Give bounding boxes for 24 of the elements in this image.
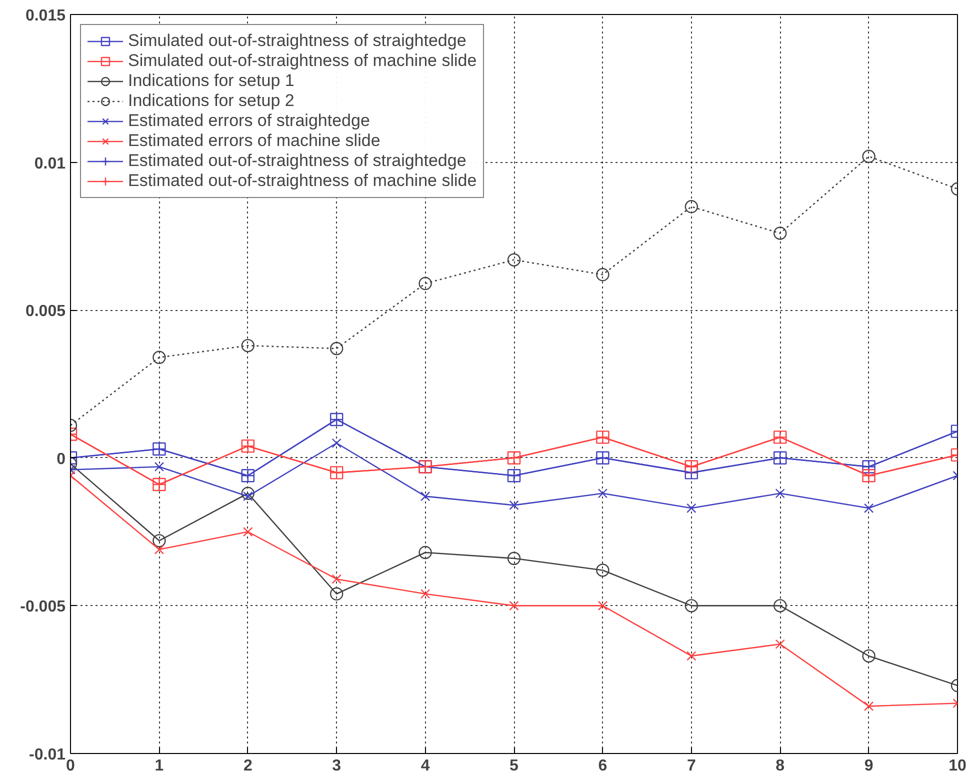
legend-label: Estimated out-of-straightness of straightedge — [128, 151, 466, 171]
legend-label: Indications for setup 2 — [128, 91, 294, 111]
x-tick-label: 5 — [510, 758, 519, 774]
y-tick-label: 0.015 — [25, 8, 66, 24]
x-tick-label: 7 — [686, 758, 696, 774]
y-tick-label: 0.01 — [34, 155, 66, 172]
x-tick-label: 3 — [332, 758, 342, 774]
y-tick-label: 0.005 — [25, 303, 66, 320]
x-tick-label: 2 — [243, 758, 252, 774]
legend-label: Estimated errors of straightedge — [128, 111, 370, 131]
legend-label: Simulated out-of-straightness of straightedge — [128, 31, 466, 51]
y-tick-label: -0.01 — [29, 746, 66, 764]
legend-label: Indications for setup 1 — [128, 71, 294, 91]
y-tick-label: 0 — [56, 450, 66, 468]
legend-label: Estimated errors of machine slide — [128, 131, 380, 151]
legend-label: Simulated out-of-straightness of machine slide — [128, 51, 477, 71]
x-tick-label: 1 — [154, 758, 164, 774]
x-tick-label: 8 — [776, 758, 785, 774]
x-tick-label: 6 — [598, 758, 608, 774]
legend-label: Estimated out-of-straightness of machine slide — [128, 171, 477, 191]
x-tick-label: 10 — [948, 758, 966, 774]
x-tick-label: 4 — [420, 758, 430, 774]
y-tick-label: -0.005 — [20, 598, 66, 616]
x-tick-label: 9 — [864, 758, 874, 774]
